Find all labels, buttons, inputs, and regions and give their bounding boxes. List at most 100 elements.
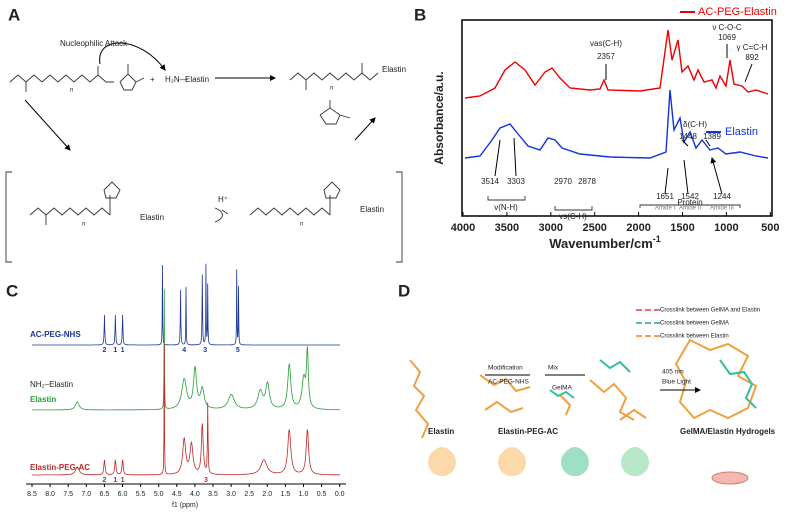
annotation: 892 [745, 53, 759, 62]
x-tick-label: 1.0 [299, 491, 309, 498]
bracket [5, 171, 403, 263]
label: Elastin [140, 213, 164, 222]
x-tick-label: 3.0 [226, 491, 236, 498]
annotation: Amide II [679, 206, 701, 212]
x-tick-label: 4000 [451, 222, 475, 234]
x-axis-label: Wavenumber/cm-1 [549, 234, 661, 251]
peak-label: 1 [113, 347, 117, 354]
peak-label: 5 [236, 347, 240, 354]
annotation: 1069 [718, 33, 736, 42]
spectrum-line [464, 29, 769, 99]
x-axis-unit: -1 [653, 234, 661, 244]
subscript: n [82, 222, 85, 228]
x-tick-label: 1000 [714, 222, 738, 234]
peak-label: 4 [182, 347, 186, 354]
x-tick-label: 5.5 [136, 491, 146, 498]
nmr-plot: f1 (ppm) AC-PEG-NHS NH₂–Elastin Elastin … [26, 330, 346, 509]
spectrum-line [32, 263, 340, 346]
molecule [289, 63, 379, 90]
x-tick-label: 2500 [582, 222, 606, 234]
annotation: δ(C-H) [683, 120, 707, 129]
x-tick-label: 0.0 [335, 491, 345, 498]
step-label: Modification [488, 365, 523, 372]
spectrum-label: Elastin [30, 395, 56, 404]
x-tick-label: 2.0 [262, 491, 272, 498]
x-tick-label: 500 [761, 222, 779, 234]
process-diagram [409, 309, 758, 485]
step-label: AC-PEG-NHS [488, 379, 529, 386]
y-axis-label: Absorbance/a.u. [432, 71, 446, 164]
x-tick-label: 5.0 [154, 491, 164, 498]
step-label: Blue Light [662, 379, 691, 386]
x-tick-label: 1500 [670, 222, 694, 234]
subscript: n [70, 88, 73, 94]
x-axis-label: f1 (ppm) [172, 502, 198, 509]
step-label: 405 nm [662, 369, 684, 376]
panel-label: D [398, 281, 410, 300]
droplet [621, 447, 650, 477]
peak-label: 1 [113, 477, 117, 484]
arrow [485, 374, 700, 390]
x-tick-label: 7.0 [81, 491, 91, 498]
peak-label: 3 [203, 347, 207, 354]
step-label: Mix [548, 365, 559, 372]
axis-frame [461, 19, 773, 217]
annotation: ν C-O-C [712, 23, 742, 32]
x-tick-label: 0.5 [317, 491, 327, 498]
peak-label: 2 [103, 477, 107, 484]
label: + [150, 75, 155, 84]
annotation: 1389 [703, 132, 721, 141]
annotation: 1448 [679, 132, 697, 141]
annotation: v(N-H) [494, 203, 518, 212]
droplet [561, 447, 590, 477]
annotation: 2970 [554, 177, 572, 186]
panel-label: C [6, 281, 18, 300]
annotation: 2878 [578, 177, 596, 186]
polymer-chain [549, 359, 757, 409]
droplet [498, 447, 526, 477]
step-label: GelMA [552, 385, 573, 392]
label: Elastin [360, 205, 384, 214]
peak-label: 1 [121, 347, 125, 354]
equilibrium [214, 207, 229, 223]
spectrum-label: Elastin-PEG-AC [30, 463, 90, 472]
molecule [249, 181, 341, 216]
caption: Elastin-PEG-AC [498, 427, 558, 436]
annotation: Amide I [655, 206, 676, 212]
annotation: Amide III [710, 206, 734, 212]
x-tick-label: 6.0 [118, 491, 128, 498]
peak-label: 2 [103, 347, 107, 354]
legend-label: Crosslink between Elastin [660, 334, 729, 340]
annotation: 3514 [481, 177, 499, 186]
spectrum-line [32, 344, 340, 476]
x-tick-label: 2000 [626, 222, 650, 234]
panel-label: B [414, 5, 426, 24]
spectrum-line [464, 89, 769, 159]
subscript: n [300, 222, 303, 228]
arrow [354, 117, 376, 141]
x-tick-label: 3000 [539, 222, 563, 234]
arrow [99, 42, 166, 71]
annotation: 1651 [656, 192, 674, 201]
annotation: 1244 [713, 192, 731, 201]
annotation: Protein [677, 198, 702, 207]
legend-label: Crosslink between GelMA [660, 321, 729, 327]
x-tick-label: 7.5 [63, 491, 73, 498]
legend-label: Elastin [725, 126, 758, 138]
label: H⁺ [218, 195, 228, 204]
polymer-chain [409, 338, 758, 439]
spectrum-label: AC-PEG-NHS [30, 330, 81, 339]
x-tick-label: 4.0 [190, 491, 200, 498]
legend-label: AC-PEG-Elastin [698, 6, 777, 18]
annotation: γ C=C-H [737, 43, 768, 52]
x-tick-label: 6.5 [100, 491, 110, 498]
bracket [487, 196, 741, 211]
peak-label: 3 [204, 477, 208, 484]
x-tick-label: 3.5 [208, 491, 218, 498]
caption: Elastin [428, 427, 454, 436]
x-tick-label: 8.0 [45, 491, 55, 498]
x-tick-label: 4.5 [172, 491, 182, 498]
spectrum-line [32, 289, 340, 411]
molecule [319, 100, 351, 125]
